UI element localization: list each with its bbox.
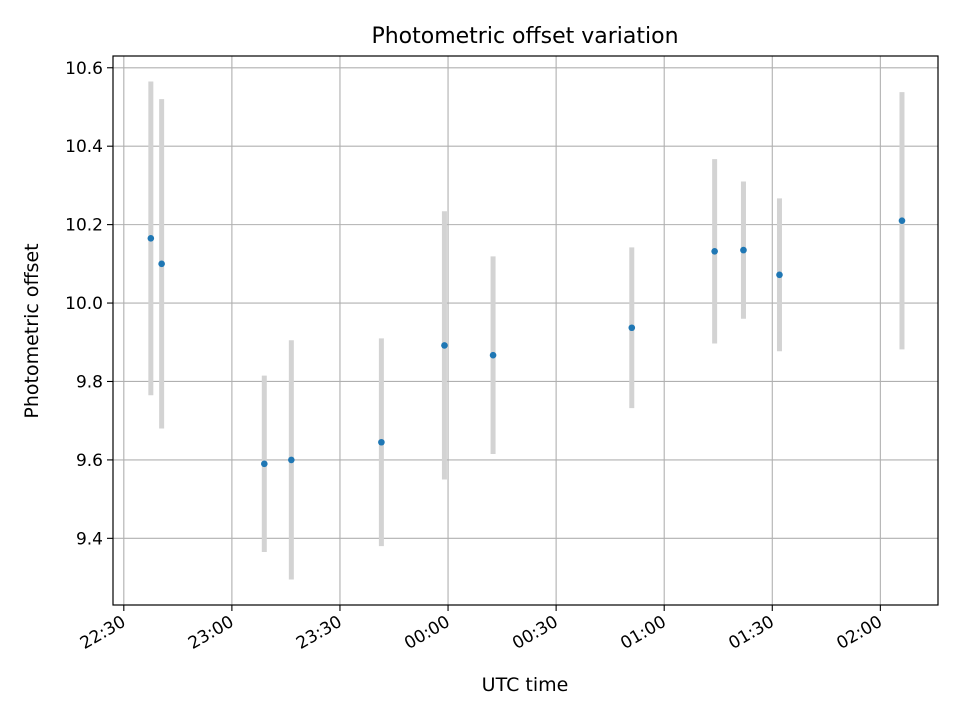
data-point — [711, 247, 718, 255]
data-point — [898, 217, 906, 224]
error-bars — [148, 81, 905, 580]
x-tick-label: 23:00 — [185, 612, 237, 654]
x-tick-label: 02:00 — [833, 612, 885, 654]
x-tick-label: 23:30 — [293, 612, 345, 654]
data-point — [441, 342, 448, 349]
x-tick-label: 01:30 — [725, 612, 777, 654]
data-point — [628, 324, 636, 332]
data-point — [261, 460, 268, 468]
y-tick-label: 9.6 — [76, 451, 103, 471]
x-axis-label: UTC time — [482, 674, 569, 696]
data-point — [489, 351, 497, 359]
y-tick-label: 9.4 — [76, 529, 103, 549]
x-tick-label: 00:30 — [509, 612, 561, 654]
data-point — [740, 246, 747, 254]
plot-frame — [112, 55, 939, 606]
data-point — [776, 271, 783, 279]
grid — [113, 56, 938, 605]
data-points — [147, 217, 906, 468]
x-axis-ticks: 22:30 23:00 23:30 00:00 00:30 01:00 01:30 02:00 — [77, 605, 886, 654]
chart-title: Photometric offset variation — [371, 24, 678, 49]
y-axis-ticks: 9.4 9.6 9.8 10.0 10.2 10.4 10.6 — [65, 59, 113, 549]
y-tick-label: 10.6 — [65, 59, 103, 79]
x-tick-label: 00:00 — [401, 612, 453, 654]
y-tick-label: 9.8 — [76, 372, 103, 392]
x-tick-label: 01:00 — [617, 612, 669, 654]
y-tick-label: 10.0 — [65, 294, 103, 314]
data-point — [147, 235, 155, 242]
data-point — [158, 260, 165, 268]
data-point — [288, 456, 295, 464]
y-axis-label: Photometric offset — [21, 243, 43, 418]
x-tick-label: 22:30 — [77, 612, 129, 654]
y-tick-label: 10.4 — [65, 137, 103, 157]
data-point — [378, 438, 385, 446]
y-tick-label: 10.2 — [65, 216, 103, 236]
